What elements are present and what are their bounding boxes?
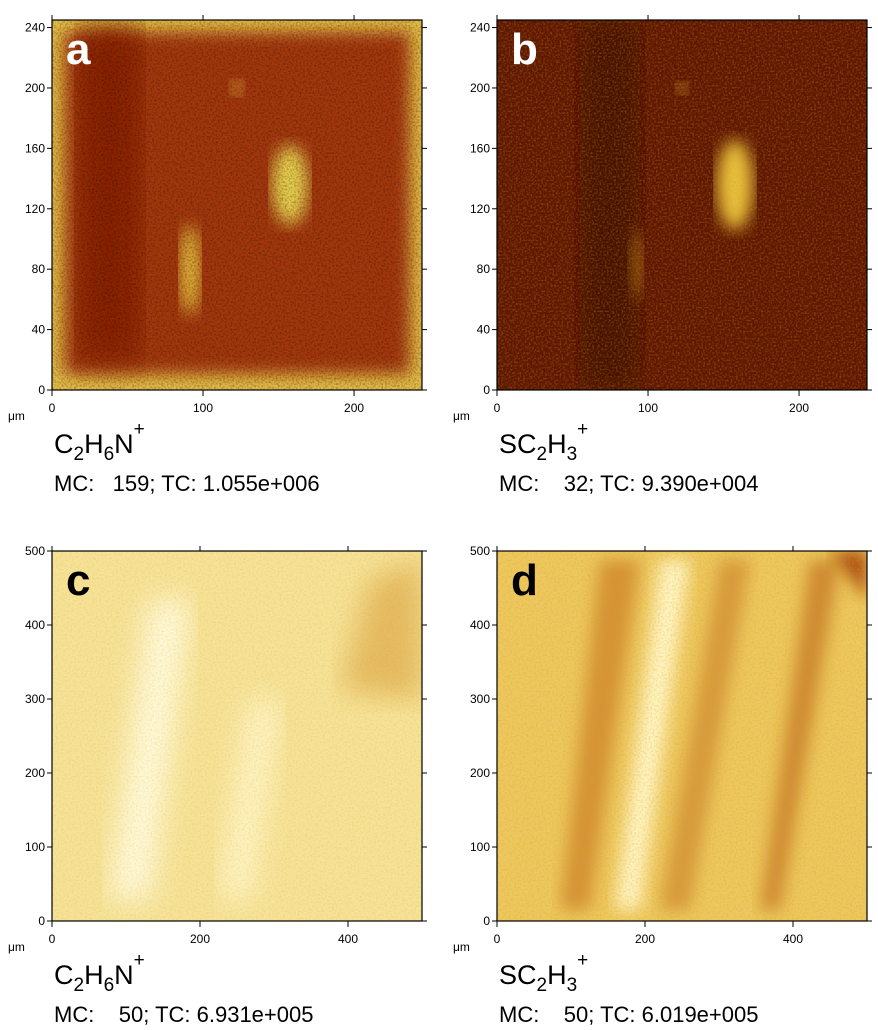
y-tick-label: 500 <box>25 544 45 558</box>
formula-part: N <box>114 960 134 990</box>
unit-label: μm <box>8 940 25 954</box>
formula-part: 6 <box>104 975 115 996</box>
y-tick-label: 160 <box>470 141 490 155</box>
frame <box>51 19 423 391</box>
y-tick-label: 40 <box>32 323 46 337</box>
formula-part: N <box>114 429 134 459</box>
x-tick-label: 100 <box>638 401 658 415</box>
x-tick-label: 400 <box>783 932 803 946</box>
y-tick-label: 200 <box>25 766 45 780</box>
formula-part: 2 <box>537 975 548 996</box>
y-tick-label: 0 <box>483 383 490 397</box>
x-tick-label: 0 <box>494 401 501 415</box>
formula-part: C <box>54 429 74 459</box>
y-tick-label: 300 <box>25 692 45 706</box>
y-tick-label: 500 <box>470 544 490 558</box>
formula-part: SC <box>499 960 537 990</box>
formula-part: 2 <box>537 444 548 465</box>
y-tick-label: 120 <box>25 202 45 216</box>
frame <box>496 19 868 391</box>
x-tick-label: 200 <box>635 932 655 946</box>
panel: 0 200 400 0 100 200 300 400 500 μm d SC2H3 + MC: 50; … <box>453 544 872 1027</box>
y-tick-label: 120 <box>470 202 490 216</box>
ion-formula: SC2H3 + <box>499 950 588 996</box>
y-tick-label: 100 <box>25 840 45 854</box>
formula-part: 6 <box>104 444 115 465</box>
ion-formula: C2H6N+ <box>54 950 145 996</box>
y-tick-label: 200 <box>470 81 490 95</box>
formula-part: H <box>547 960 567 990</box>
panel-letter: c <box>66 556 90 605</box>
formula-part: H <box>84 429 104 459</box>
ion-stats: MC: 50; TC: 6.019e+005 <box>499 1002 758 1027</box>
y-tick-label: 240 <box>25 21 45 35</box>
frame <box>496 550 868 922</box>
x-tick-label: 400 <box>338 932 358 946</box>
panel: 0 200 400 0 100 200 300 400 500 μm c C2H6N+ MC: 50; … <box>8 544 427 1027</box>
x-tick-label: 200 <box>344 401 364 415</box>
unit-label: μm <box>453 409 470 423</box>
y-tick-label: 40 <box>477 323 491 337</box>
y-tick-label: 80 <box>477 262 491 276</box>
ion-formula: SC2H3 + <box>499 419 588 465</box>
y-tick-label: 0 <box>38 914 45 928</box>
formula-part: 2 <box>74 975 85 996</box>
x-tick-label: 0 <box>49 932 56 946</box>
ion-stats: MC: 50; TC: 6.931e+005 <box>54 1002 313 1027</box>
y-tick-label: 0 <box>483 914 490 928</box>
y-tick-label: 200 <box>470 766 490 780</box>
formula-part: H <box>547 429 567 459</box>
x-tick-label: 100 <box>193 401 213 415</box>
y-tick-label: 200 <box>25 81 45 95</box>
ion-image <box>497 20 867 390</box>
formula-part: SC <box>499 429 537 459</box>
panel-letter: d <box>511 556 538 605</box>
ion-image <box>52 20 422 390</box>
ion-image <box>52 551 422 921</box>
x-tick-label: 0 <box>494 932 501 946</box>
formula-part: + <box>577 950 588 971</box>
y-tick-label: 400 <box>25 618 45 632</box>
y-tick-label: 0 <box>38 383 45 397</box>
x-tick-label: 0 <box>49 401 56 415</box>
x-tick-label: 200 <box>789 401 809 415</box>
y-tick-label: 400 <box>470 618 490 632</box>
y-tick-label: 100 <box>470 840 490 854</box>
x-tick-label: 200 <box>190 932 210 946</box>
formula-part: 2 <box>74 444 85 465</box>
y-tick-label: 240 <box>470 21 490 35</box>
formula-part: C <box>54 960 74 990</box>
formula-part: 3 <box>567 975 578 996</box>
y-tick-label: 300 <box>470 692 490 706</box>
panel-letter: b <box>511 25 538 74</box>
formula-part: + <box>134 419 145 440</box>
frame <box>51 550 423 922</box>
unit-label: μm <box>453 940 470 954</box>
unit-label: μm <box>8 409 25 423</box>
panel-letter: a <box>66 25 91 74</box>
panel: 0 100 200 0 40 80 120 160 200 240 μm b SC2H3 + MC: 32;… <box>453 15 872 496</box>
y-tick-label: 160 <box>25 141 45 155</box>
y-tick-label: 80 <box>32 262 46 276</box>
formula-part: H <box>84 960 104 990</box>
ion-formula: C2H6N+ <box>54 419 145 465</box>
formula-part: 3 <box>567 444 578 465</box>
ion-stats: MC: 159; TC: 1.055e+006 <box>54 471 320 496</box>
formula-part: + <box>134 950 145 971</box>
panel: 0 100 200 0 40 80 120 160 200 240 μm a C2H6N+ MC: 159… <box>8 15 427 496</box>
ion-stats: MC: 32; TC: 9.390e+004 <box>499 471 758 496</box>
ion-image <box>497 551 867 921</box>
formula-part: + <box>577 419 588 440</box>
